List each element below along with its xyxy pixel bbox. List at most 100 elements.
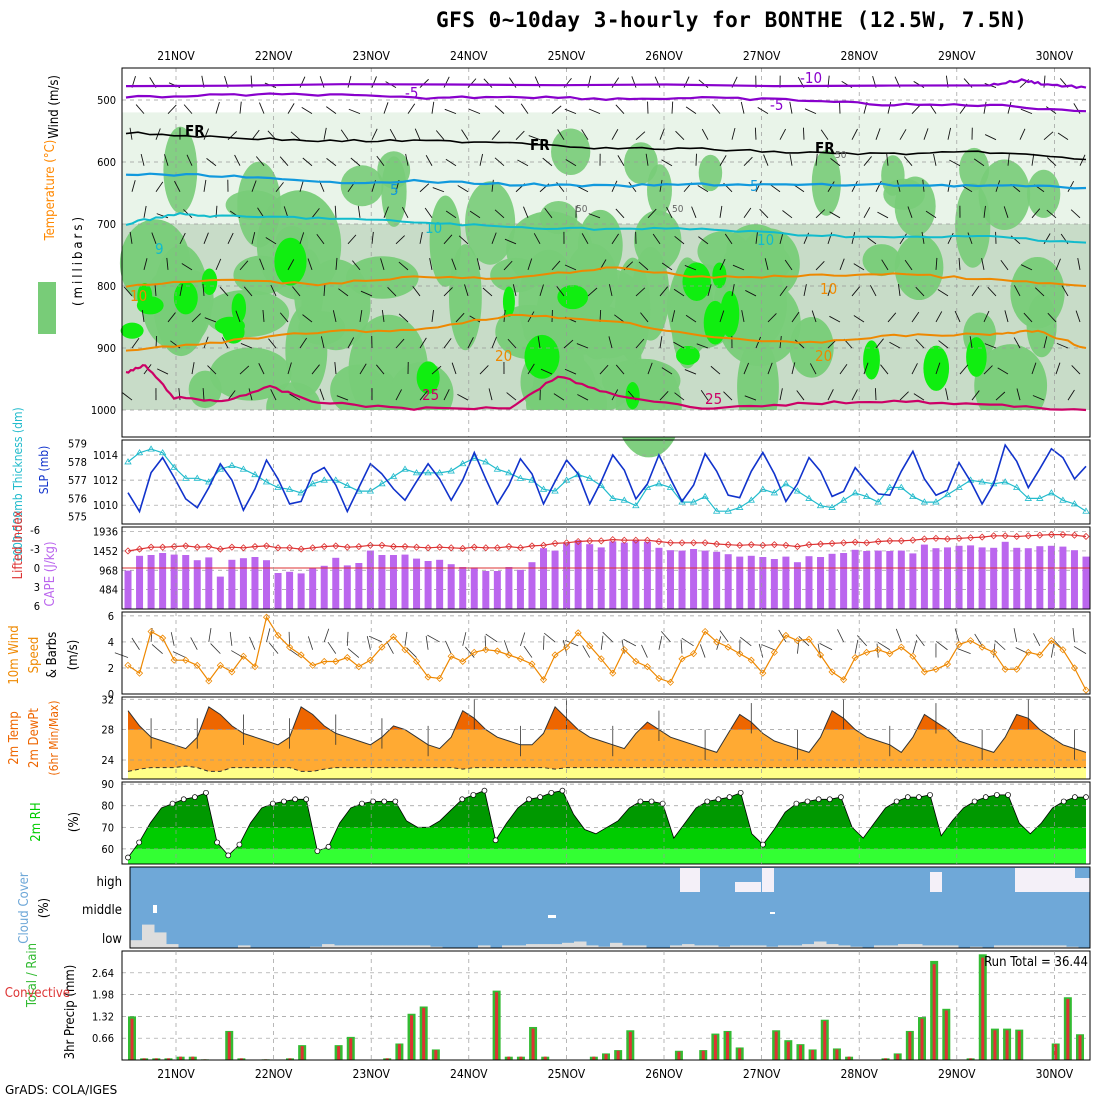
wind-barb <box>959 364 969 375</box>
rh2m-point <box>370 798 376 805</box>
cape-bar <box>770 559 778 609</box>
wind-barb <box>515 130 525 140</box>
rh2m-point <box>214 839 220 846</box>
cape-bar <box>470 567 478 609</box>
li-point <box>828 539 836 547</box>
ylabel-cloud-pct-text: (%) <box>37 898 52 918</box>
wind-speed-point <box>713 638 721 646</box>
low-cloud-block <box>514 945 527 948</box>
wind-barb-10m <box>427 634 440 643</box>
wind-barb <box>827 389 834 401</box>
precip-conv-bar <box>774 1031 778 1060</box>
contour-label-five: 5 <box>750 177 759 195</box>
wind-barb <box>915 286 925 297</box>
precip-conv-bar <box>397 1044 401 1060</box>
li-point <box>990 532 998 540</box>
precip-conv-bar <box>422 1007 426 1060</box>
wind-barb <box>432 187 445 193</box>
wind-barb <box>661 367 673 375</box>
rh2m-point <box>303 796 310 803</box>
wind-speed-point <box>736 650 744 658</box>
wind-barb <box>732 264 745 271</box>
contour-label-five: 5 <box>390 181 399 199</box>
cape-bar <box>1013 547 1021 609</box>
li-point <box>228 543 236 551</box>
wind-barb <box>259 102 265 114</box>
wind-barb <box>853 315 865 323</box>
wind-speed-point <box>1036 651 1044 659</box>
cape-bar <box>389 555 397 609</box>
wind-barb <box>981 258 985 270</box>
ytick-label: 1010 <box>93 499 118 512</box>
wind-barb <box>395 338 405 349</box>
wind-speed-point <box>297 651 305 659</box>
wind-barb <box>419 231 423 244</box>
rh-bright-blob <box>682 262 711 301</box>
wind-speed-point <box>366 656 374 664</box>
precip-conv-bar <box>337 1046 341 1060</box>
wind-speed-point <box>1047 637 1055 645</box>
wind-speed-point <box>816 651 825 659</box>
wind-barb-10m <box>600 635 604 650</box>
contour-label-neg10: -10 <box>800 69 822 87</box>
contour-10c <box>125 212 1087 244</box>
contour-label-fr: FR <box>185 122 205 140</box>
precip-panel-frame <box>121 950 1091 1061</box>
li-point <box>724 541 732 549</box>
wind-barb <box>129 231 133 244</box>
wind-barb-10m <box>641 644 648 658</box>
wind-barb-10m <box>366 636 371 650</box>
wind-barb-10m <box>1050 643 1055 658</box>
wind-barb-10m <box>150 627 153 642</box>
thickness-point <box>389 472 398 479</box>
wind-barb <box>779 388 783 401</box>
credit-text: GrADS: COLA/IGES <box>5 1083 118 1097</box>
wind-barb <box>654 76 661 88</box>
rh-blob <box>539 200 578 235</box>
wind-barb <box>323 127 327 140</box>
thickness-point <box>689 498 698 505</box>
wind-speed-point <box>262 613 271 621</box>
ylabel-cape-text: CAPE (J/kg) <box>43 541 58 606</box>
wind-barb <box>829 211 841 219</box>
cape-bar <box>528 562 536 609</box>
rh2m-point <box>281 798 287 805</box>
cape-bar <box>574 540 582 609</box>
cape-bar <box>597 547 605 609</box>
li-point <box>470 543 478 551</box>
contour-label-fr: FR <box>530 136 550 154</box>
wind-barb <box>488 388 493 401</box>
thickness-point <box>782 480 790 487</box>
wind-barb <box>617 155 625 166</box>
wind-barb <box>1043 233 1051 245</box>
rh2m-point <box>815 796 822 803</box>
wind-barb <box>599 364 609 375</box>
wind-barb <box>131 180 136 192</box>
wind-speed-point <box>274 631 282 639</box>
wind-barb <box>320 336 325 349</box>
wind-barb-10m <box>386 641 394 654</box>
wind-barb <box>796 390 805 401</box>
cape-bar <box>378 555 386 609</box>
wind-barb-10m <box>151 644 163 654</box>
rh2m-point <box>648 798 655 805</box>
low-cloud-block <box>1054 945 1067 948</box>
cape-bar <box>701 550 709 609</box>
wind-barb <box>789 153 793 166</box>
wind-barb <box>556 286 565 297</box>
rh-blob <box>698 154 723 192</box>
precip-conv-bar <box>349 1038 353 1060</box>
wind-barb <box>491 179 494 192</box>
wind-barb <box>1070 209 1081 219</box>
cape-bar <box>713 551 721 609</box>
wind-speed-point <box>378 643 386 651</box>
wind-barb <box>517 159 529 167</box>
wind-barb <box>131 337 140 349</box>
wind-barb <box>1020 108 1033 115</box>
wind-barb-10m <box>974 633 983 647</box>
rh-bright-blob <box>923 345 950 391</box>
precip-conv-bar <box>300 1046 304 1060</box>
wind-barb <box>684 265 697 271</box>
low-cloud-block <box>1018 945 1031 948</box>
wind-barb <box>528 135 541 141</box>
